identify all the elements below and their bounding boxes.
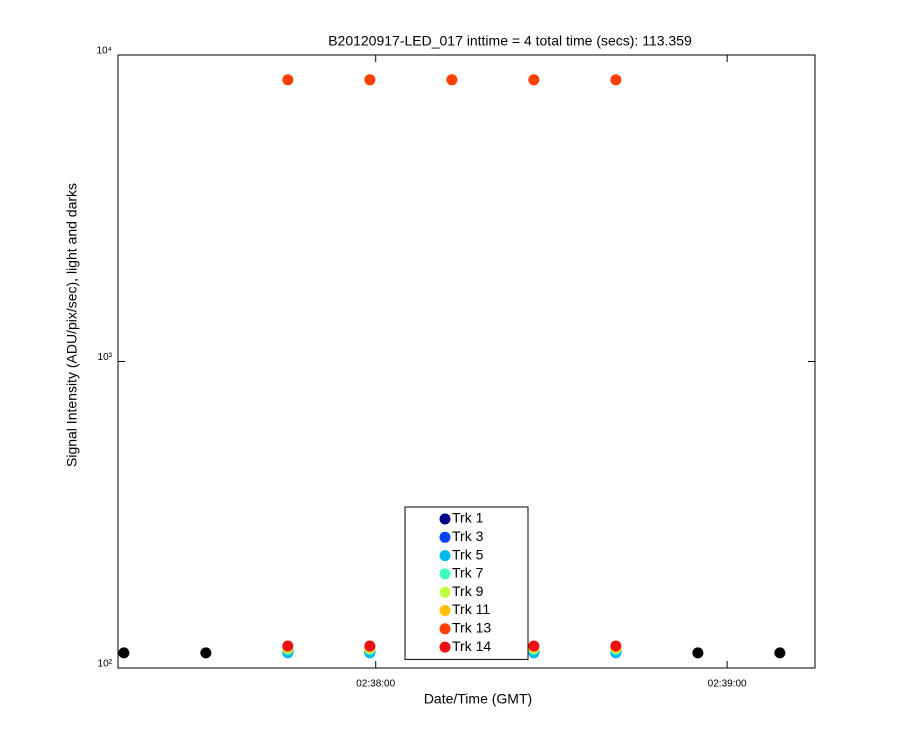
point (528, 74, 540, 86)
point (200, 647, 212, 659)
point (364, 74, 376, 86)
y-tick-label: 10² (98, 659, 113, 670)
legend-label: Trk 11 (452, 601, 490, 617)
legend-marker (439, 568, 451, 580)
point (528, 640, 540, 652)
legend-marker (439, 513, 451, 525)
point (282, 640, 294, 652)
point (364, 640, 376, 652)
legend-label: Trk 7 (452, 565, 484, 581)
legend-marker (439, 550, 451, 562)
point (282, 74, 294, 86)
x-axis-label: Date/Time (GMT) (424, 691, 532, 707)
point (446, 74, 458, 86)
legend-label: Trk 9 (452, 583, 484, 599)
legend-marker (439, 623, 451, 635)
point (610, 640, 622, 652)
legend-label: Trk 3 (452, 528, 484, 544)
chart-title: B20120917-LED_017 inttime = 4 total time… (328, 33, 692, 49)
y-tick-label: 10⁴ (97, 46, 112, 57)
x-tick-label: 02:39:00 (708, 679, 747, 690)
point (118, 647, 130, 659)
point (774, 647, 786, 659)
legend-marker (439, 605, 451, 616)
legend-marker (439, 586, 451, 598)
legend-label: Trk 1 (452, 510, 484, 526)
y-tick-label: 10³ (98, 352, 113, 363)
legend-box (404, 506, 529, 660)
legend-label: Trk 14 (452, 638, 491, 654)
legend-marker (439, 531, 451, 543)
y-axis-label: Signal Intensity (ADU/pix/sec), light an… (64, 183, 80, 467)
x-tick-label: 02:38:00 (356, 679, 395, 690)
point (610, 74, 622, 86)
legend-marker (439, 641, 451, 653)
legend-label: Trk 5 (452, 546, 484, 562)
point (692, 647, 704, 659)
legend-label: Trk 13 (452, 620, 491, 636)
